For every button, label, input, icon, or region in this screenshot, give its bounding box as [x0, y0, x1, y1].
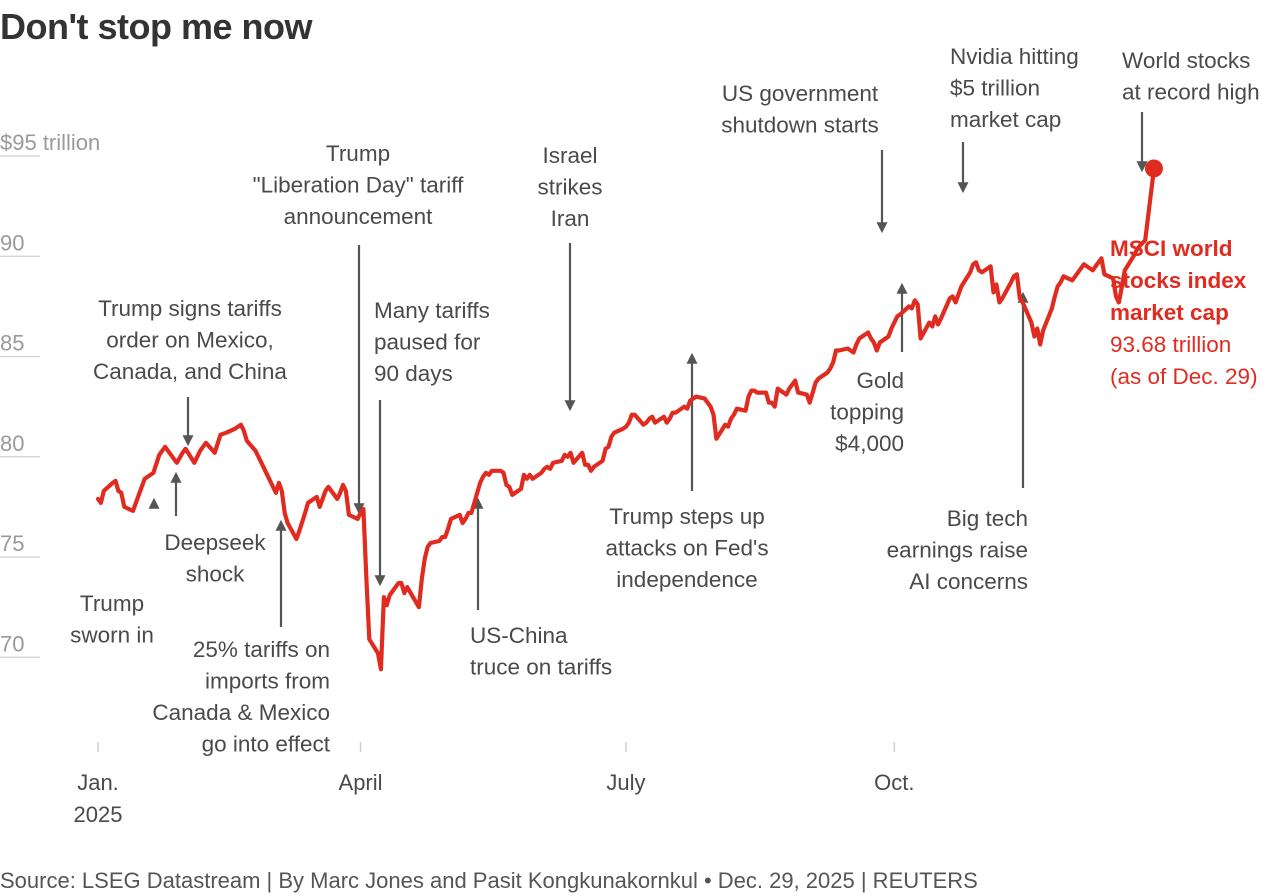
annotation-line: US-China [470, 623, 568, 648]
series-layer [95, 159, 1163, 672]
annotation-line: "Liberation Day" tariff [253, 173, 464, 198]
annotation-fed-independence: Trump steps up attacks on Fed's independen… [605, 504, 768, 592]
annotation-line: Gold [856, 368, 904, 393]
y-tick-label: $95 trillion [0, 130, 100, 155]
annotation-tariffs-canada-mexico: 25% tariffs on imports from Canada & Mexic… [152, 637, 330, 757]
callout-title-line: MSCI world [1110, 236, 1233, 261]
annotation-line: Many tariffs [374, 298, 490, 323]
annotation-tariffs-order: Trump signs tariffs order on Mexico, Canad… [93, 296, 287, 384]
annotation-line: announcement [284, 204, 434, 229]
annotation-line: Canada, and China [93, 359, 287, 384]
annotation-line: Iran [551, 206, 590, 231]
annotation-deepseek-shock: Deepseek shock [164, 530, 266, 587]
annotation-line: Israel [542, 143, 597, 168]
annotation-liberation-day: Trump "Liberation Day" tariff announcement [253, 141, 464, 229]
y-tick-label: 90 [0, 230, 24, 255]
annotation-line: independence [616, 567, 757, 592]
annotation-line: $5 trillion [950, 76, 1040, 101]
annotation-line: shock [186, 562, 246, 587]
annotation-world-stocks-record: World stocks at record high [1122, 48, 1260, 105]
annotation-line: at record high [1122, 80, 1260, 105]
annotation-line: Canada & Mexico [152, 700, 330, 725]
annotation-israel-iran: Israel strikes Iran [537, 143, 602, 231]
x-axis: Jan. 2025 April July Oct. [74, 742, 915, 827]
chart-title: Don't stop me now [0, 6, 313, 47]
series-line [95, 166, 1157, 672]
x-tick-label: Oct. [874, 770, 914, 795]
annotation-line: US government [722, 81, 879, 106]
annotation-line: topping [830, 400, 904, 425]
y-tick-label: 80 [0, 431, 24, 456]
annotation-line: strikes [537, 175, 602, 200]
annotation-big-tech-earnings: Big tech earnings raise AI concerns [887, 506, 1028, 594]
annotation-line: earnings raise [887, 538, 1028, 563]
annotation-line: attacks on Fed's [605, 536, 768, 561]
end-callout: MSCI world stocks index market cap 93.68 tr… [1110, 236, 1258, 389]
annotation-line: go into effect [202, 732, 331, 757]
annotation-gold-4000: Gold topping $4,000 [830, 368, 904, 456]
annotation-line: 25% tariffs on [193, 637, 330, 662]
annotation-line: order on Mexico, [106, 328, 274, 353]
y-axis: $95 trillion 90 85 80 75 70 [0, 130, 100, 658]
x-tick-label: April [339, 770, 383, 795]
x-tick-label: 2025 [74, 802, 123, 827]
annotation-line: Trump [80, 591, 144, 616]
annotation-us-china-truce: US-China truce on tariffs [470, 623, 612, 680]
annotation-line: shutdown starts [721, 113, 879, 138]
annotation-tariffs-paused: Many tariffs paused for 90 days [374, 298, 490, 386]
y-tick-label: 75 [0, 531, 24, 556]
callout-value-line: (as of Dec. 29) [1110, 364, 1258, 389]
callout-value-line: 93.68 trillion [1110, 332, 1231, 357]
annotation-line: truce on tariffs [470, 655, 612, 680]
annotation-line: Trump signs tariffs [98, 296, 282, 321]
annotation-line: Nvidia hitting [950, 44, 1079, 69]
annotation-line: AI concerns [909, 569, 1028, 594]
x-tick-label: July [606, 770, 645, 795]
annotation-nvidia-5t: Nvidia hitting $5 trillion market cap [950, 44, 1079, 132]
annotation-line: market cap [950, 107, 1061, 132]
annotation-line: Trump [326, 141, 390, 166]
y-tick-label: 85 [0, 331, 24, 356]
annotation-line: Trump steps up [609, 504, 764, 529]
annotation-line: 90 days [374, 361, 453, 386]
annotation-line: imports from [205, 669, 330, 694]
callout-title-line: market cap [1110, 300, 1229, 325]
annotation-line: paused for [374, 330, 481, 355]
callout-title-line: stocks index [1110, 268, 1247, 293]
annotation-us-shutdown: US government shutdown starts [721, 81, 879, 138]
end-point-marker [1144, 159, 1163, 178]
annotation-line: sworn in [70, 623, 154, 648]
y-tick-label: 70 [0, 631, 24, 656]
annotation-line: $4,000 [835, 431, 904, 456]
annotation-line: Big tech [947, 506, 1028, 531]
annotation-arrows [148, 112, 1148, 627]
x-tick-label: Jan. [77, 770, 119, 795]
annotation-labels: Trump sworn in Trump signs tariffs order on… [70, 44, 1259, 757]
annotation-line: World stocks [1122, 48, 1250, 73]
source-credit: Source: LSEG Datastream | By Marc Jones … [0, 868, 978, 893]
annotation-trump-sworn-in: Trump sworn in [70, 591, 154, 648]
annotation-line: Deepseek [164, 530, 266, 555]
